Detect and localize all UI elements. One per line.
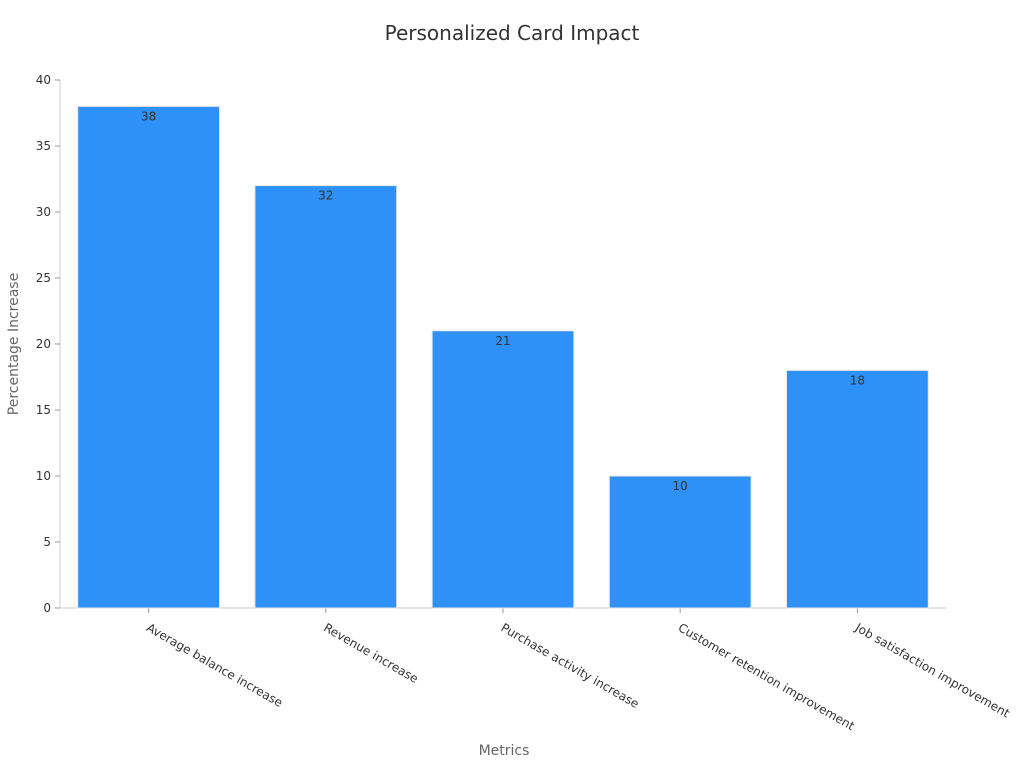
bar — [786, 369, 929, 609]
x-tick-label: Customer retention improvement — [676, 620, 857, 733]
y-tick-label: 0 — [43, 601, 51, 615]
y-tick-label: 20 — [36, 337, 51, 351]
y-axis-title: Percentage Increase — [6, 273, 22, 415]
x-tick-label: Revenue increase — [321, 620, 420, 685]
y-tick-label: 10 — [36, 469, 51, 483]
bar — [608, 475, 752, 609]
data-label: 18 — [850, 373, 865, 387]
x-axis: Average balance increase Revenue increase… — [60, 607, 1012, 733]
bar — [77, 105, 220, 609]
data-label: 10 — [673, 479, 688, 493]
y-tick-label: 30 — [36, 205, 51, 219]
x-tick-label: Purchase activity increase — [499, 620, 642, 711]
y-axis: 0 5 10 15 20 25 30 35 40 — [36, 73, 61, 615]
bars: 38 32 21 10 18 — [77, 105, 929, 609]
chart-title: Personalized Card Impact — [385, 21, 640, 45]
y-tick-label: 35 — [36, 139, 51, 153]
x-tick-label: Average balance increase — [144, 620, 285, 709]
data-label: 32 — [318, 189, 333, 203]
y-tick-label: 40 — [36, 73, 51, 87]
bar — [254, 185, 398, 609]
x-axis-title: Metrics — [479, 743, 530, 759]
y-tick-label: 5 — [43, 535, 51, 549]
bar — [431, 330, 575, 609]
data-label: 38 — [141, 109, 156, 123]
y-tick-label: 25 — [36, 271, 51, 285]
x-tick-label: Job satisfaction improvement — [852, 620, 1012, 721]
data-label: 21 — [495, 334, 510, 348]
y-tick-label: 15 — [36, 403, 51, 417]
